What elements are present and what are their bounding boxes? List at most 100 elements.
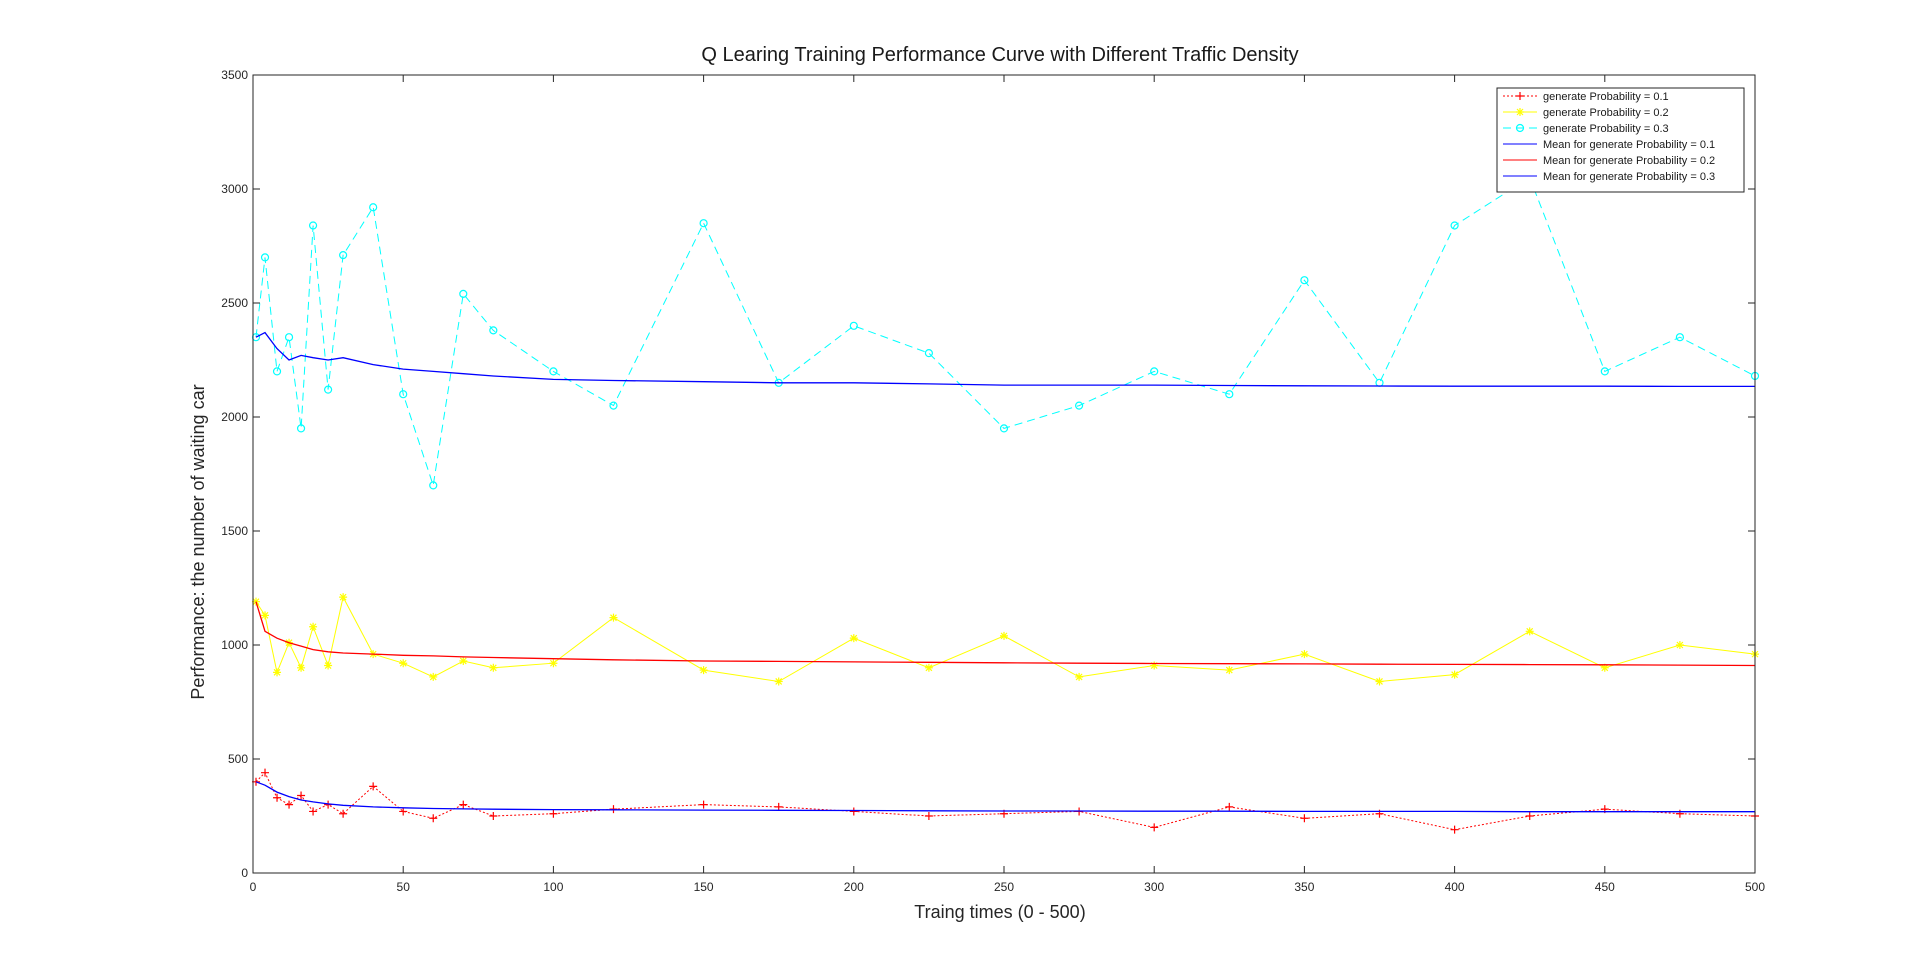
x-tick-label: 250 (994, 880, 1014, 894)
data-point-star (1000, 631, 1008, 640)
series-line (255, 595, 1756, 683)
legend-entry: Mean for generate Probability = 0.1 (1503, 139, 1715, 151)
legend-box (1496, 87, 1745, 193)
data-point-circle (699, 219, 708, 228)
data-point-circle (1450, 221, 1459, 230)
data-point-plus (1225, 802, 1234, 811)
data-point-star (1516, 108, 1524, 116)
data-point-circle (284, 333, 294, 342)
data-point-circle (924, 349, 934, 358)
data-point-star (489, 663, 498, 672)
data-point-circle (429, 481, 438, 490)
x-tick-label: 50 (397, 880, 411, 894)
data-point-star (1675, 641, 1684, 649)
x-tick-label: 150 (694, 880, 714, 894)
series-5 (255, 601, 1756, 667)
data-point-star (924, 663, 933, 672)
data-point-star (1225, 666, 1234, 675)
data-point-star (252, 597, 261, 606)
legend: generate Probability = 0.1 generate Proba… (1496, 87, 1745, 193)
data-point-circle (399, 390, 408, 399)
series-4 (255, 781, 1755, 813)
data-point-star (549, 659, 558, 668)
y-tick-label: 500 (228, 752, 248, 766)
data-point-plus (429, 814, 438, 823)
data-point-star (849, 634, 858, 643)
data-point-star (429, 672, 438, 681)
data-point-circle (1515, 123, 1525, 133)
data-point-circle (459, 289, 468, 298)
legend-label: Mean for generate Probability = 0.1 (1543, 139, 1715, 151)
data-point-circle (1225, 390, 1234, 399)
data-point-circle (1300, 276, 1309, 285)
data-point-circle (1074, 401, 1084, 410)
series-layer (251, 173, 1760, 834)
y-tick-label: 2000 (221, 410, 248, 424)
series-line (255, 601, 1756, 667)
axes-layer: 0 50 100 150 200 250 300 350 400 450 500 0 500 1000 15… (221, 68, 1765, 894)
data-point-circle (308, 221, 318, 230)
data-point-star (609, 613, 618, 622)
legend-entry: generate Probability = 0.2 (1503, 107, 1669, 119)
x-axis-label: Traing times (0 - 500) (914, 902, 1085, 922)
legend-entry: generate Probability = 0.1 (1503, 91, 1669, 103)
data-point-star (309, 622, 318, 631)
series-2 (252, 593, 1759, 686)
data-point-circle (1600, 367, 1609, 376)
legend-entry: Mean for generate Probability = 0.2 (1503, 155, 1715, 167)
data-point-plus (924, 812, 933, 820)
legend-entry: Mean for generate Probability = 0.3 (1503, 171, 1715, 183)
data-point-plus (399, 807, 408, 816)
data-point-plus (273, 793, 282, 802)
y-axis-label: Performance: the number of waiting car (188, 384, 208, 699)
data-point-star (1450, 670, 1459, 679)
data-point-star (273, 668, 282, 677)
data-point-circle (1150, 367, 1159, 376)
data-point-circle (339, 251, 348, 260)
legend-label: generate Probability = 0.3 (1543, 123, 1669, 135)
data-point-star (339, 593, 348, 602)
data-point-circle (260, 253, 270, 262)
data-point-circle (272, 367, 282, 376)
data-point-plus (459, 800, 468, 809)
legend-label: generate Probability = 0.2 (1543, 107, 1669, 119)
y-tick-label: 0 (241, 866, 248, 880)
data-point-plus (549, 809, 558, 818)
legend-items: generate Probability = 0.1 generate Proba… (1503, 91, 1715, 183)
x-tick-label: 200 (844, 880, 864, 894)
data-point-plus (1300, 814, 1309, 823)
y-tick-label: 3000 (221, 182, 248, 196)
data-point-star (1375, 677, 1384, 686)
data-point-star (1600, 663, 1609, 672)
data-point-plus (297, 791, 306, 800)
data-point-circle (1675, 333, 1685, 342)
y-tick-label: 3500 (221, 68, 248, 82)
legend-label: generate Probability = 0.1 (1543, 91, 1669, 103)
data-point-plus (285, 800, 294, 809)
data-point-plus (369, 782, 378, 791)
data-point-circle (999, 424, 1009, 433)
data-point-plus (774, 802, 783, 811)
data-point-plus (339, 809, 348, 818)
data-point-star (1150, 661, 1159, 670)
data-point-star (399, 659, 408, 668)
x-tick-label: 450 (1595, 880, 1615, 894)
series-line (255, 331, 1755, 388)
data-point-circle (369, 203, 378, 212)
series-line (255, 781, 1755, 813)
y-tick-label: 2500 (221, 296, 248, 310)
data-point-plus (699, 800, 708, 809)
data-point-circle (849, 321, 858, 330)
data-point-plus (1525, 812, 1534, 820)
data-point-star (297, 663, 306, 672)
x-tick-label: 300 (1144, 880, 1164, 894)
data-point-star (774, 677, 783, 686)
y-tick-label: 1000 (221, 638, 248, 652)
data-point-plus (849, 807, 858, 816)
series-6 (255, 331, 1755, 388)
legend-entry: generate Probability = 0.3 (1503, 123, 1669, 135)
x-tick-label: 0 (250, 880, 257, 894)
x-tick-label: 350 (1294, 880, 1314, 894)
legend-label: Mean for generate Probability = 0.3 (1543, 171, 1715, 183)
